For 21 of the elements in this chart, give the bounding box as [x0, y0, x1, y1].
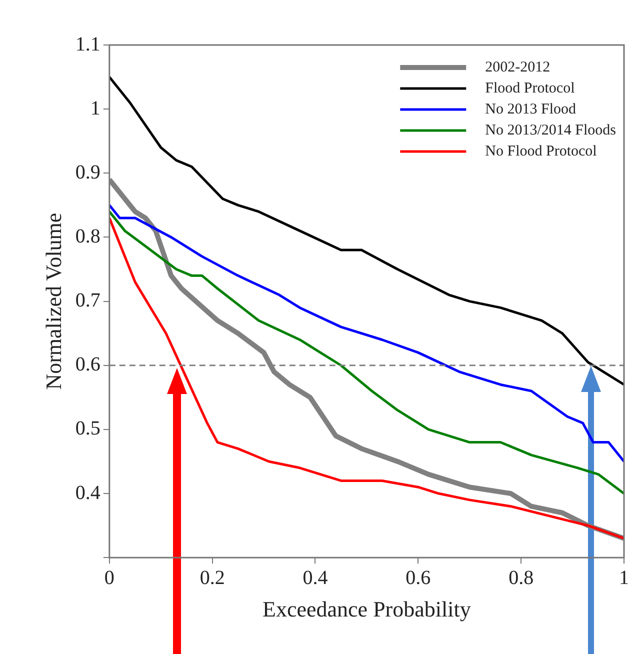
x-axis-title: Exceedance Probability — [262, 596, 471, 622]
y-tick-label: 0.9 — [75, 161, 100, 184]
legend-label: 2002-2012 — [485, 59, 550, 76]
x-tick-label: 0.4 — [302, 566, 328, 589]
y-tick-label: 1.1 — [75, 33, 100, 56]
x-tick-label: 0.2 — [200, 566, 225, 589]
y-tick-label: 0.6 — [75, 354, 100, 376]
legend-label: No Flood Protocol — [485, 143, 597, 160]
y-axis-title: Normalized Volume — [40, 212, 66, 390]
legend-label: Flood Protocol — [485, 80, 575, 96]
y-tick-label: 0.7 — [75, 290, 100, 312]
legend-label: No 2013 Flood — [485, 101, 576, 118]
legend-label: No 2013/2014 Floods — [485, 122, 616, 138]
y-tick-label: 0.5 — [75, 418, 100, 440]
x-tick-label: 0.8 — [508, 566, 534, 589]
x-tick-label: 1 — [619, 566, 629, 589]
x-tick-label: 0.6 — [406, 566, 431, 589]
y-tick-label: 0.4 — [75, 482, 100, 504]
x-tick-label: 0 — [104, 566, 114, 589]
y-tick-label: 1 — [90, 97, 100, 120]
y-tick-label: 0.8 — [75, 225, 100, 248]
